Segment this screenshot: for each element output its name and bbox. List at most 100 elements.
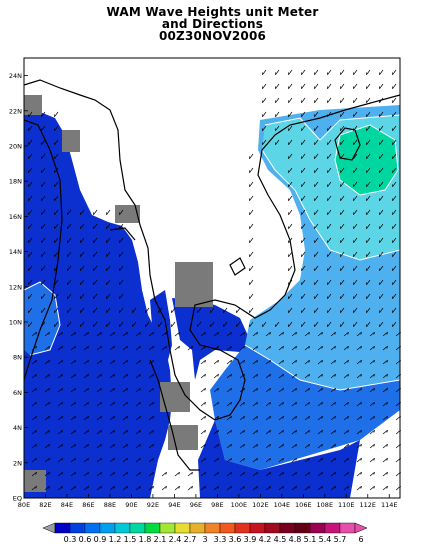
wave-direction-arrows: [28, 69, 401, 491]
wave-arrow: [291, 401, 297, 407]
wave-arrow: [301, 279, 306, 286]
y-tick-label: EQ: [13, 495, 22, 503]
wave-arrow: [200, 443, 206, 449]
wave-arrow: [31, 373, 37, 379]
wave-arrow: [41, 293, 46, 300]
wave-arrow: [369, 345, 375, 351]
wave-arrow: [327, 181, 332, 188]
wave-arrow: [304, 345, 310, 351]
x-tick-label: 104E: [274, 501, 291, 509]
x-tick-label: 114E: [381, 501, 398, 509]
wave-arrow: [236, 307, 241, 314]
wave-arrow: [340, 69, 345, 76]
wave-arrow: [28, 237, 33, 244]
wave-arrow: [70, 471, 76, 477]
wave-arrow: [327, 139, 332, 146]
wave-arrow: [41, 125, 46, 132]
wave-arrow: [148, 415, 154, 421]
wave-arrow: [301, 307, 306, 314]
wave-arrow: [340, 279, 345, 286]
wave-arrow: [327, 195, 332, 202]
wave-arrow: [301, 237, 306, 244]
wave-arrow: [226, 331, 232, 337]
wave-arrow: [317, 345, 323, 351]
wave-arrow: [262, 139, 267, 146]
contour-scs: [261, 149, 401, 261]
wave-arrow: [57, 345, 63, 351]
wave-arrow: [288, 125, 293, 132]
colorbar-label: 2.4: [169, 535, 182, 544]
wave-arrow: [148, 387, 154, 393]
wave-arrow: [28, 293, 33, 300]
wave-arrow: [41, 307, 46, 314]
wave-arrow: [288, 321, 293, 328]
wave-arrow: [301, 167, 306, 174]
wave-arrow: [109, 359, 115, 365]
wave-arrow: [109, 373, 115, 379]
wave-arrow: [288, 139, 293, 146]
wave-arrow: [148, 457, 154, 463]
colorbar-label: 3: [202, 535, 207, 544]
wave-arrow: [327, 83, 332, 90]
wave-arrow: [80, 265, 85, 272]
wave-arrow: [343, 373, 349, 379]
colorbar-label: 1.5: [124, 535, 137, 544]
wave-arrow: [57, 401, 63, 407]
wave-arrow: [44, 345, 50, 351]
land-mask-thailand: [175, 262, 213, 307]
wave-arrow: [41, 265, 46, 272]
wave-arrow: [44, 415, 50, 421]
wave-arrow: [54, 279, 59, 286]
plot-frame: [23, 57, 401, 499]
wave-arrow: [392, 111, 397, 118]
wave-arrow: [28, 223, 33, 230]
wave-arrow: [314, 195, 319, 202]
x-tick-label: 94E: [168, 501, 180, 509]
wave-arrow: [379, 265, 384, 272]
wave-arrow: [330, 359, 336, 365]
wave-arrow: [200, 373, 206, 379]
wave-arrow: [226, 345, 232, 351]
wave-arrow: [93, 321, 98, 328]
wave-arrow: [353, 265, 358, 272]
wave-arrow: [70, 485, 76, 491]
wave-arrow: [70, 331, 76, 337]
wave-arrow: [54, 321, 59, 328]
y-tick-label: 16N: [9, 213, 22, 221]
wave-arrow: [119, 321, 124, 328]
wave-arrow: [187, 345, 193, 351]
wave-arrow: [340, 181, 345, 188]
wave-arrow: [275, 111, 280, 118]
wave-arrow: [252, 331, 258, 337]
wave-arrow: [379, 125, 384, 132]
colorbar-high-cap: [354, 522, 368, 534]
wave-arrow: [93, 223, 98, 230]
wave-arrow: [304, 373, 310, 379]
wave-arrow: [314, 125, 319, 132]
wave-arrow: [31, 401, 37, 407]
wave-arrow: [353, 139, 358, 146]
wave-arrow: [301, 251, 306, 258]
wave-arrow: [382, 471, 388, 477]
colorbar-swatch: [204, 522, 221, 534]
wave-arrow: [249, 265, 254, 272]
wave-arrow: [392, 223, 397, 230]
wave-arrow: [340, 125, 345, 132]
wave-arrow: [265, 415, 271, 421]
wave-arrow: [80, 237, 85, 244]
wave-arrow: [366, 251, 371, 258]
wave-arrow: [54, 167, 59, 174]
wave-arrow: [135, 485, 141, 491]
colorbar-label: 2.1: [154, 535, 167, 544]
wave-arrow: [93, 265, 98, 272]
wave-arrow: [327, 293, 332, 300]
wave-arrow: [301, 153, 306, 160]
wave-arrow: [265, 485, 271, 491]
wave-arrow: [379, 237, 384, 244]
wave-arrow: [265, 443, 271, 449]
wave-arrow: [301, 125, 306, 132]
wave-arrow: [356, 471, 362, 477]
wave-arrow: [340, 139, 345, 146]
wave-arrow: [249, 321, 254, 328]
wave-arrow: [278, 471, 284, 477]
